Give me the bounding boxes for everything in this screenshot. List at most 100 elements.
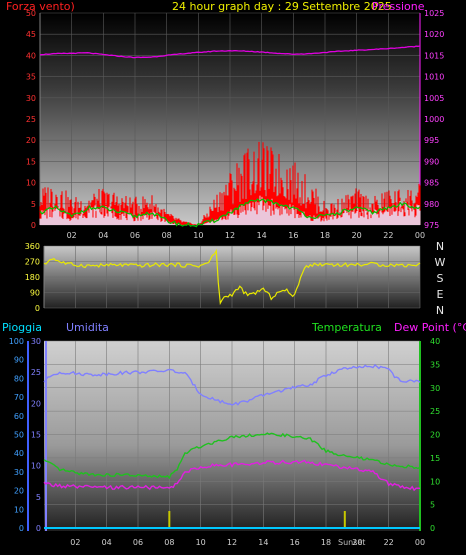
humidity-tick-label: 5 [36, 493, 41, 502]
direction-tick-label: 270 [25, 258, 40, 267]
wind-tick-label: 0 [31, 221, 36, 230]
temperature-tick-label: 40 [430, 337, 440, 346]
wind-tick-label: 15 [26, 157, 36, 166]
humidity-tick-label: 25 [31, 368, 41, 377]
compass-label: N [436, 304, 444, 317]
wind-pressure-gridlines [40, 12, 421, 226]
time-tick-label: 02 [67, 231, 77, 240]
time-tick-label: 00 [415, 538, 425, 547]
chart-date-title: 24 hour graph day : 29 Settembre 2025 [172, 0, 392, 13]
humidity-line [43, 364, 421, 406]
pressure-axis-title: Pressione [372, 0, 425, 13]
time-tick-label: 22 [384, 538, 394, 547]
time-tick-label: 18 [320, 231, 330, 240]
pressure-tick-label: 1000 [424, 115, 444, 124]
temperature-tick-label: 25 [430, 407, 440, 416]
wind-tick-label: 30 [26, 94, 36, 103]
wind-pressure-series [39, 45, 421, 228]
temperature-tick-label: 20 [430, 431, 440, 440]
rain-tick-labels: 0 10 20 30 40 50 60 70 80 90 100 [9, 337, 24, 533]
time-tick-label: 22 [383, 231, 393, 240]
rain-tick-label: 60 [14, 412, 24, 421]
time-tick-label: 00 [415, 231, 425, 240]
lower-gridlines [44, 340, 421, 529]
temperature-tick-label: 35 [430, 360, 440, 369]
pressure-tick-label: 980 [424, 200, 439, 209]
rain-tick-label: 100 [9, 337, 24, 346]
wind-axis-title: Forza vento) [6, 0, 75, 13]
wind-tick-label: 45 [26, 30, 36, 39]
wind-tick-label: 50 [26, 9, 36, 18]
wind-speed-tick-labels: 0 5 10 15 20 25 30 35 40 45 50 [26, 9, 36, 230]
direction-tick-label: 90 [30, 289, 40, 298]
time-tick-label: 16 [288, 231, 298, 240]
wind-avg-line [39, 198, 421, 228]
time-tick-label: 08 [164, 538, 174, 547]
temperature-tick-label: 15 [430, 454, 440, 463]
wind-tick-label: 35 [26, 73, 36, 82]
time-tick-label: 10 [193, 231, 203, 240]
lower-event-markers [168, 511, 346, 528]
direction-tick-label: 180 [25, 273, 40, 282]
temperature-tick-label: 0 [430, 524, 435, 533]
wind-direction-tick-labels: 360 270 180 90 0 [25, 242, 40, 313]
rain-tick-label: 50 [14, 431, 24, 440]
pressure-tick-label: 1010 [424, 73, 444, 82]
rain-tick-label: 0 [19, 524, 24, 533]
time-tick-label: 08 [162, 231, 172, 240]
temperature-line [43, 432, 421, 480]
wind-direction-series [43, 248, 421, 306]
compass-label: S [437, 272, 444, 285]
pressure-line [39, 45, 421, 59]
pressure-tick-label: 985 [424, 179, 439, 188]
humidity-tick-label: 10 [31, 462, 41, 471]
pressure-tick-label: 1015 [424, 51, 444, 60]
pressure-tick-label: 975 [424, 221, 439, 230]
compass-label: W [435, 256, 446, 269]
rain-axis-title: Pioggia [2, 321, 42, 334]
rain-tick-label: 80 [14, 374, 24, 383]
compass-label: E [437, 288, 444, 301]
time-tick-label: 06 [130, 231, 140, 240]
sunset-label: Sunset [338, 538, 365, 547]
humidity-tick-labels: 0 5 10 15 20 25 30 [31, 337, 41, 533]
time-tick-label: 16 [290, 538, 300, 547]
lower-series [43, 364, 421, 529]
direction-tick-label: 360 [25, 242, 40, 251]
time-tick-label: 10 [196, 538, 206, 547]
rain-tick-label: 40 [14, 449, 24, 458]
wind-tick-label: 25 [26, 115, 36, 124]
lower-time-labels: 02 04 06 08 10 12 14 16 18 20 22 00 [70, 538, 425, 547]
temperature-tick-label: 5 [430, 501, 435, 510]
wind-tick-label: 5 [31, 200, 36, 209]
time-tick-label: 02 [70, 538, 80, 547]
time-tick-label: 04 [102, 538, 112, 547]
time-tick-label: 06 [133, 538, 143, 547]
wind-direction-line [43, 248, 421, 306]
time-tick-label: 18 [321, 538, 331, 547]
time-tick-label: 14 [258, 538, 268, 547]
time-tick-label: 12 [225, 231, 235, 240]
pressure-tick-label: 1005 [424, 94, 444, 103]
rain-tick-label: 70 [14, 393, 24, 402]
wind-tick-label: 20 [26, 136, 36, 145]
compass-label: N [436, 240, 444, 253]
humidity-tick-label: 0 [36, 524, 41, 533]
wind-pressure-time-labels: 02 04 06 08 10 12 14 16 18 20 22 00 [67, 231, 426, 240]
wind-tick-label: 10 [26, 179, 36, 188]
humidity-tick-label: 20 [31, 399, 41, 408]
pressure-tick-label: 995 [424, 136, 439, 145]
direction-tick-label: 0 [35, 304, 40, 313]
rain-tick-label: 20 [14, 487, 24, 496]
time-tick-label: 04 [98, 231, 108, 240]
pressure-tick-label: 1020 [424, 30, 444, 39]
rain-tick-label: 30 [14, 468, 24, 477]
time-tick-label: 12 [227, 538, 237, 547]
pressure-tick-label: 1025 [424, 9, 444, 18]
humidity-tick-label: 15 [31, 431, 41, 440]
temperature-tick-label: 10 [430, 477, 440, 486]
